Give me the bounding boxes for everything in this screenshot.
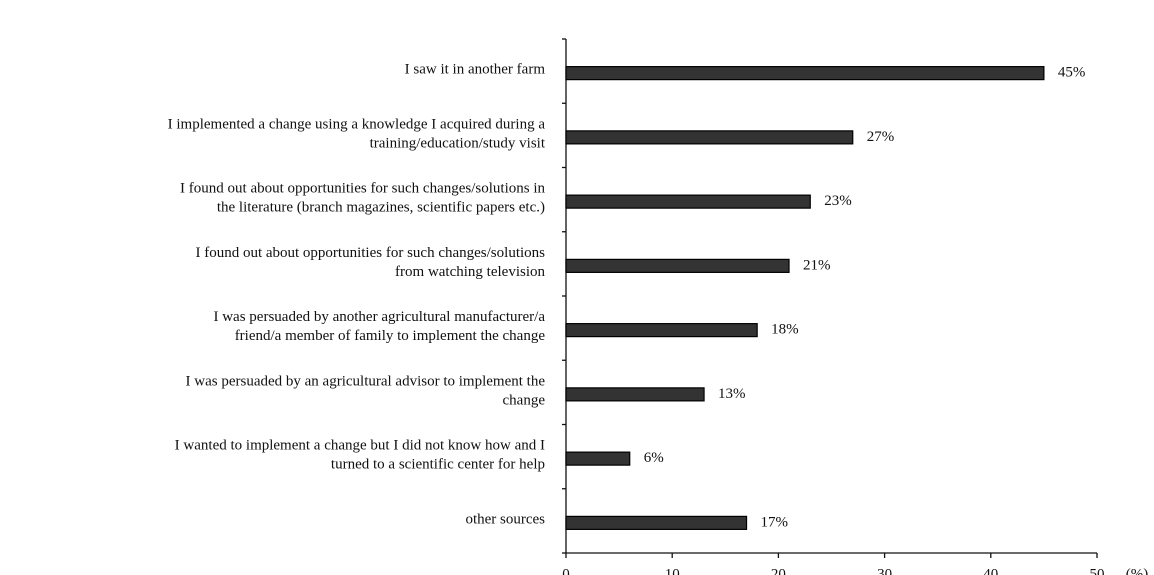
x-tick-label: 40 [983,566,998,575]
value-label: 27% [867,129,895,145]
bar [565,451,631,466]
category-label: I was persuaded by an agricultural advis… [186,373,546,389]
value-label: 21% [803,257,831,273]
x-axis-label: (%) [1126,566,1149,575]
category-label: training/education/study visit [370,135,546,151]
category-label: from watching television [395,264,545,280]
x-tick-label: 10 [665,566,680,575]
category-label: the literature (branch magazines, scient… [217,200,545,216]
value-label: 13% [718,386,746,402]
bar [565,323,758,338]
value-label: 6% [644,450,664,466]
x-tick-label: 20 [771,566,786,575]
category-label: I found out about opportunities for such… [180,181,545,197]
category-label: I wanted to implement a change but I did… [175,438,545,454]
category-label: I saw it in another farm [405,62,546,78]
category-label: I found out about opportunities for such… [195,245,545,261]
value-label: 17% [761,514,789,530]
category-label: I was persuaded by another agricultural … [213,309,545,325]
category-label: I implemented a change using a knowledge… [168,116,546,132]
bar [565,515,748,530]
bar [565,66,1045,81]
x-tick-label: 50 [1090,566,1105,575]
x-tick-label: 30 [877,566,892,575]
category-label: other sources [465,511,545,527]
bar [565,258,790,273]
bar [565,130,854,145]
category-label: change [503,392,546,408]
category-label: turned to a scientific center for help [331,457,545,473]
bar [565,194,811,209]
bar [565,387,705,402]
value-label: 18% [771,322,799,338]
value-label: 45% [1058,65,1086,81]
x-tick-label: 0 [562,566,570,575]
value-label: 23% [824,193,852,209]
category-label: friend/a member of family to implement t… [235,328,546,344]
